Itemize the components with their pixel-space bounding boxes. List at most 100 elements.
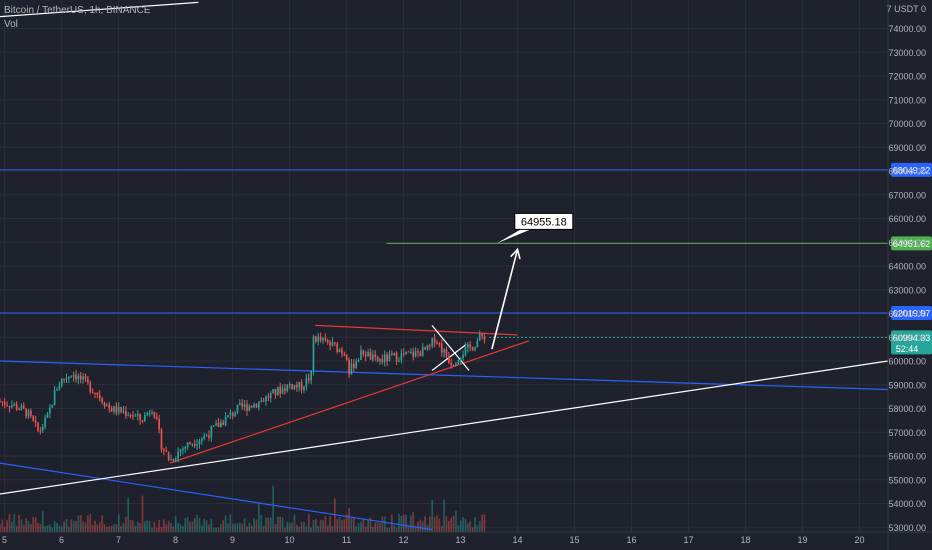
volume-bars (0, 485, 486, 532)
volume-bar (272, 485, 274, 532)
candle-body (345, 355, 348, 360)
price-tick-label: 59000.00 (888, 380, 926, 390)
volume-bar (386, 527, 388, 532)
volume-bar (103, 524, 106, 532)
candle-body (291, 384, 293, 390)
candle-body (267, 396, 270, 398)
volume-bar (94, 520, 96, 532)
volume-bar (298, 526, 301, 532)
volume-bar (82, 521, 84, 532)
volume-bar (374, 522, 377, 532)
candle-body (300, 382, 303, 391)
candle-body (101, 398, 103, 403)
candle-body (172, 459, 175, 461)
volume-bar (457, 525, 460, 532)
volume-bar (15, 525, 18, 532)
volume-bar (445, 516, 448, 532)
volume-bar (65, 518, 68, 532)
candle-body (170, 459, 172, 461)
candle-body (75, 374, 77, 380)
candle-body (32, 415, 35, 421)
volume-bar (253, 518, 255, 532)
candle-body (122, 411, 125, 413)
volume-bar (125, 516, 127, 532)
candle-body (331, 342, 334, 346)
candle-body (459, 358, 462, 361)
volume-bar (77, 515, 80, 532)
volume-bar (91, 524, 94, 532)
price-tick-label: 67000.00 (888, 190, 926, 200)
volume-bar (315, 518, 317, 532)
candle-body (65, 378, 68, 380)
candle-body (13, 403, 16, 406)
candle-body (274, 389, 277, 395)
volume-bar (303, 522, 305, 532)
trendline-lower-channel (0, 462, 433, 531)
candle-body (60, 378, 63, 386)
volume-bar (146, 520, 149, 532)
candle-body (431, 338, 434, 346)
volume-bar (402, 514, 405, 532)
volume-bar (319, 519, 322, 532)
volume-bar (353, 517, 355, 532)
candle-body (41, 426, 44, 431)
time-tick-label: 12 (399, 535, 409, 545)
volume-bar (262, 526, 265, 532)
volume-bar (165, 524, 168, 532)
volume-bar (46, 525, 49, 532)
candle-body (467, 344, 469, 348)
candle-body (108, 404, 111, 409)
volume-bar (132, 520, 134, 532)
volume-bar (160, 526, 163, 532)
candle-body (103, 402, 106, 407)
candle-body (436, 342, 438, 344)
volume-bar (68, 526, 70, 532)
volume-bar (286, 521, 289, 532)
volume-bar (20, 519, 23, 532)
candle-body (379, 358, 381, 361)
candle-body (113, 406, 115, 412)
volume-bar (134, 525, 137, 532)
volume-bar (455, 510, 457, 532)
candle-body (400, 353, 403, 361)
candle-body (476, 340, 479, 348)
trendlines (0, 1, 889, 531)
price-tick-label: 53000.00 (888, 523, 926, 533)
candle-body (260, 400, 263, 402)
candle-body (110, 408, 113, 412)
volume-bar (467, 523, 469, 532)
volume-bar (376, 521, 379, 532)
volume-bar (357, 523, 360, 532)
volume-bar (239, 522, 241, 532)
candle-body (155, 417, 158, 420)
volume-bar (101, 515, 103, 532)
candle-body (212, 425, 215, 427)
candle-body (198, 440, 201, 445)
candle-body (182, 448, 184, 451)
volume-bar (106, 526, 108, 532)
volume-bar (310, 527, 312, 532)
volume-bar (203, 518, 206, 532)
volume-bar (179, 524, 182, 532)
candle-body (191, 443, 194, 445)
volume-bar (49, 524, 51, 532)
candle-body (360, 350, 362, 360)
volume-bar (115, 524, 118, 532)
candle-body (269, 392, 272, 398)
time-tick-label: 5 (2, 535, 7, 545)
volume-bar (255, 519, 258, 532)
volume-bar (58, 525, 61, 532)
volume-bar (70, 519, 73, 532)
time-tick-label: 11 (342, 535, 351, 545)
volume-bar (34, 517, 37, 532)
volume-bar (412, 511, 415, 532)
candle-body (222, 422, 225, 426)
volume-bar (471, 527, 474, 532)
projection-arrow-shaft (491, 249, 519, 350)
candle-body (388, 353, 391, 362)
candle-body (450, 362, 453, 366)
volume-bar (383, 516, 386, 532)
candle-body (383, 354, 386, 362)
level-tag (891, 306, 932, 321)
